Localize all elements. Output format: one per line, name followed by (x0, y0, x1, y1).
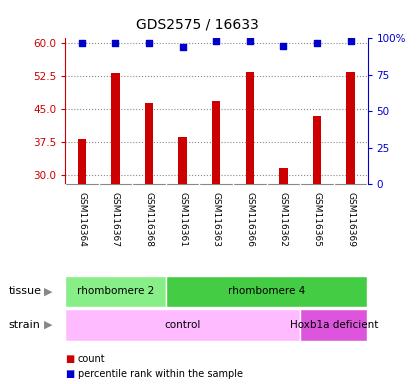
Bar (111, 73, 120, 184)
Text: ■: ■ (65, 354, 74, 364)
Bar (313, 116, 321, 184)
Bar (178, 137, 187, 184)
Text: GSM116369: GSM116369 (346, 192, 355, 247)
Point (179, 44, 186, 50)
Point (314, 40, 320, 46)
Text: tissue: tissue (8, 286, 42, 296)
Text: GSM116366: GSM116366 (245, 192, 255, 247)
Bar (78, 139, 86, 184)
Bar (346, 71, 355, 184)
Text: strain: strain (8, 320, 40, 330)
Bar (212, 101, 220, 184)
Text: ▶: ▶ (44, 320, 52, 330)
Bar (65, 309, 300, 341)
Text: ■: ■ (65, 369, 74, 379)
Text: ▶: ▶ (44, 286, 52, 296)
Point (213, 38, 220, 45)
Point (112, 40, 119, 46)
Text: GSM116367: GSM116367 (111, 192, 120, 247)
Text: GDS2575 / 16633: GDS2575 / 16633 (136, 17, 259, 31)
Bar (65, 276, 166, 307)
Bar (279, 167, 288, 184)
Bar (145, 103, 153, 184)
Text: Hoxb1a deficient: Hoxb1a deficient (290, 320, 378, 330)
Text: rhombomere 2: rhombomere 2 (77, 286, 154, 296)
Text: GSM116362: GSM116362 (279, 192, 288, 247)
Point (347, 38, 354, 45)
Point (79, 40, 85, 46)
Bar (300, 309, 368, 341)
Text: count: count (78, 354, 105, 364)
Point (146, 40, 152, 46)
Text: GSM116363: GSM116363 (212, 192, 221, 247)
Text: GSM116365: GSM116365 (312, 192, 322, 247)
Point (280, 43, 287, 49)
Text: GSM116368: GSM116368 (144, 192, 154, 247)
Text: GSM116361: GSM116361 (178, 192, 187, 247)
Bar (166, 276, 368, 307)
Text: GSM116364: GSM116364 (77, 192, 87, 247)
Bar (246, 71, 254, 184)
Text: control: control (165, 320, 201, 330)
Point (247, 38, 253, 45)
Text: rhombomere 4: rhombomere 4 (228, 286, 305, 296)
Text: percentile rank within the sample: percentile rank within the sample (78, 369, 243, 379)
